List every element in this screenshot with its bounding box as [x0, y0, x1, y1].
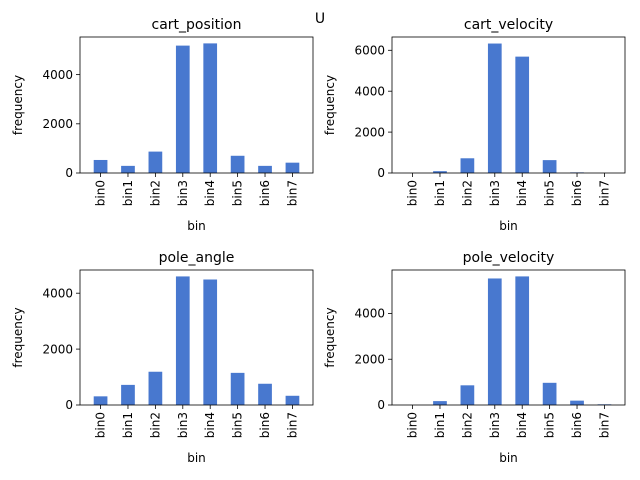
bar-bin7	[285, 162, 300, 173]
x-tick-label: bin3	[488, 180, 502, 206]
x-tick-label: bin6	[570, 412, 584, 438]
bar-bin3	[175, 45, 190, 173]
x-tick-label: bin6	[570, 180, 584, 206]
subplot-cart_position: bin0 bin1 bin2 bin3 bin4 bin5 bin6 bin7 0 2000 400…	[11, 17, 314, 233]
y-tick-label: 4000	[354, 84, 385, 98]
subplot-title: cart_velocity	[464, 17, 553, 33]
axes-frame	[391, 269, 626, 406]
x-tick-label: bin7	[597, 412, 611, 438]
x-tick-label: bin1	[121, 180, 135, 206]
x-tick-label: bin3	[176, 180, 190, 206]
y-axis-label: frequency	[323, 75, 337, 135]
x-tick-label: bin2	[460, 180, 474, 206]
x-axis-label: bin	[187, 451, 206, 465]
bar-bin1	[121, 384, 135, 405]
y-tick-label: 2000	[354, 352, 385, 366]
y-tick-label: 4000	[42, 286, 73, 300]
x-tick-label: bin2	[148, 180, 162, 206]
bar-bin5	[230, 155, 245, 173]
y-tick-label: 2000	[42, 342, 73, 356]
x-tick-label: bin0	[406, 180, 420, 206]
subplot-title: cart_position	[152, 17, 242, 33]
x-tick-label: bin0	[406, 412, 420, 438]
bar-bin3	[487, 278, 502, 405]
x-tick-label: bin6	[258, 180, 272, 206]
bar-bin4	[515, 56, 530, 173]
x-tick-label: bin5	[543, 412, 557, 438]
x-tick-label: bin4	[515, 180, 529, 206]
subplot-title: pole_velocity	[463, 250, 555, 266]
axes-frame	[79, 36, 314, 174]
x-tick-label: bin2	[460, 412, 474, 438]
bar-bin1	[121, 165, 135, 173]
bar-bin4	[203, 43, 218, 173]
bar-bin2	[460, 158, 475, 173]
x-tick-label: bin4	[515, 412, 529, 438]
bar-bin1	[433, 171, 447, 173]
x-tick-label: bin1	[433, 180, 447, 206]
y-tick-label: 2000	[354, 125, 385, 139]
bar-bin0	[93, 159, 108, 173]
x-tick-label: bin5	[543, 180, 557, 206]
bar-bin2	[460, 385, 475, 405]
bar-bin2	[148, 151, 163, 173]
subplot-pole_angle: bin0 bin1 bin2 bin3 bin4 bin5 bin6 bin7 0 2000 400…	[11, 250, 314, 465]
x-tick-label: bin1	[433, 412, 447, 438]
bar-bin5	[230, 372, 245, 405]
axes-frame	[79, 269, 314, 406]
bar-bin2	[148, 371, 163, 405]
x-tick-label: bin6	[258, 412, 272, 438]
x-tick-label: bin3	[176, 412, 190, 438]
x-tick-label: bin4	[203, 412, 217, 438]
x-tick-label: bin3	[488, 412, 502, 438]
bar-bin6	[258, 383, 272, 405]
x-tick-label: bin4	[203, 180, 217, 206]
bar-bin6	[258, 165, 272, 173]
x-tick-label: bin0	[94, 180, 108, 206]
x-tick-label: bin5	[231, 412, 245, 438]
bar-bin1	[433, 401, 447, 405]
x-tick-label: bin7	[285, 412, 299, 438]
x-tick-label: bin5	[231, 180, 245, 206]
y-tick-label: 0	[65, 166, 73, 180]
subplot-cart_velocity: bin0 bin1 bin2 bin3 bin4 bin5 bin6 bin7 0 2000 400…	[323, 17, 626, 233]
y-tick-label: 4000	[42, 68, 73, 82]
y-axis-label: frequency	[323, 307, 337, 367]
subplot-title: pole_angle	[159, 250, 235, 266]
bar-bin5	[542, 160, 557, 173]
axes-frame	[391, 36, 626, 174]
x-axis-label: bin	[187, 219, 206, 233]
y-tick-label: 0	[377, 166, 385, 180]
bar-bin3	[175, 276, 190, 405]
bar-bin3	[487, 43, 502, 173]
figure-suptitle: U	[315, 11, 325, 27]
bar-bin4	[203, 279, 218, 405]
x-tick-label: bin2	[148, 412, 162, 438]
x-tick-label: bin7	[597, 180, 611, 206]
subplot-pole_velocity: bin0 bin1 bin2 bin3 bin4 bin5 bin6 bin7 0 2000 400…	[323, 250, 626, 465]
x-tick-label: bin1	[121, 412, 135, 438]
bar-bin6	[570, 400, 584, 405]
y-tick-label: 0	[377, 398, 385, 412]
x-axis-label: bin	[499, 219, 518, 233]
x-axis-label: bin	[499, 451, 518, 465]
bar-bin7	[285, 395, 300, 405]
y-axis-label: frequency	[11, 75, 25, 135]
y-tick-label: 4000	[354, 307, 385, 321]
y-tick-label: 0	[65, 398, 73, 412]
y-axis-label: frequency	[11, 307, 25, 367]
x-tick-label: bin0	[94, 412, 108, 438]
bar-bin4	[515, 276, 530, 405]
y-tick-label: 6000	[354, 43, 385, 57]
bar-bin0	[93, 396, 108, 405]
y-tick-label: 2000	[42, 117, 73, 131]
bar-bin5	[542, 382, 557, 405]
x-tick-label: bin7	[285, 180, 299, 206]
